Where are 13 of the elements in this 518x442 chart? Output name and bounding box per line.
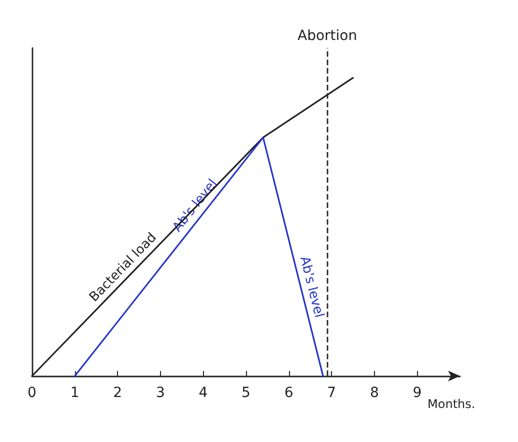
x-axis-title: Months. xyxy=(428,397,476,411)
x-tick-label: 3 xyxy=(156,385,165,401)
annotation: Ab's level xyxy=(296,254,326,320)
ref-line-label: Abortion xyxy=(298,28,358,44)
x-tick-label: 4 xyxy=(198,385,208,401)
x-tick-label: 6 xyxy=(284,385,294,401)
x-tick-label: 9 xyxy=(412,385,422,401)
x-tick-label: 0 xyxy=(28,385,36,401)
x-tick-label: 1 xyxy=(70,385,80,401)
x-tick-label: 5 xyxy=(242,385,250,401)
x-tick-label: 8 xyxy=(370,385,379,401)
x-tick-label: 7 xyxy=(327,385,336,401)
x-tick-label: 2 xyxy=(113,385,122,401)
